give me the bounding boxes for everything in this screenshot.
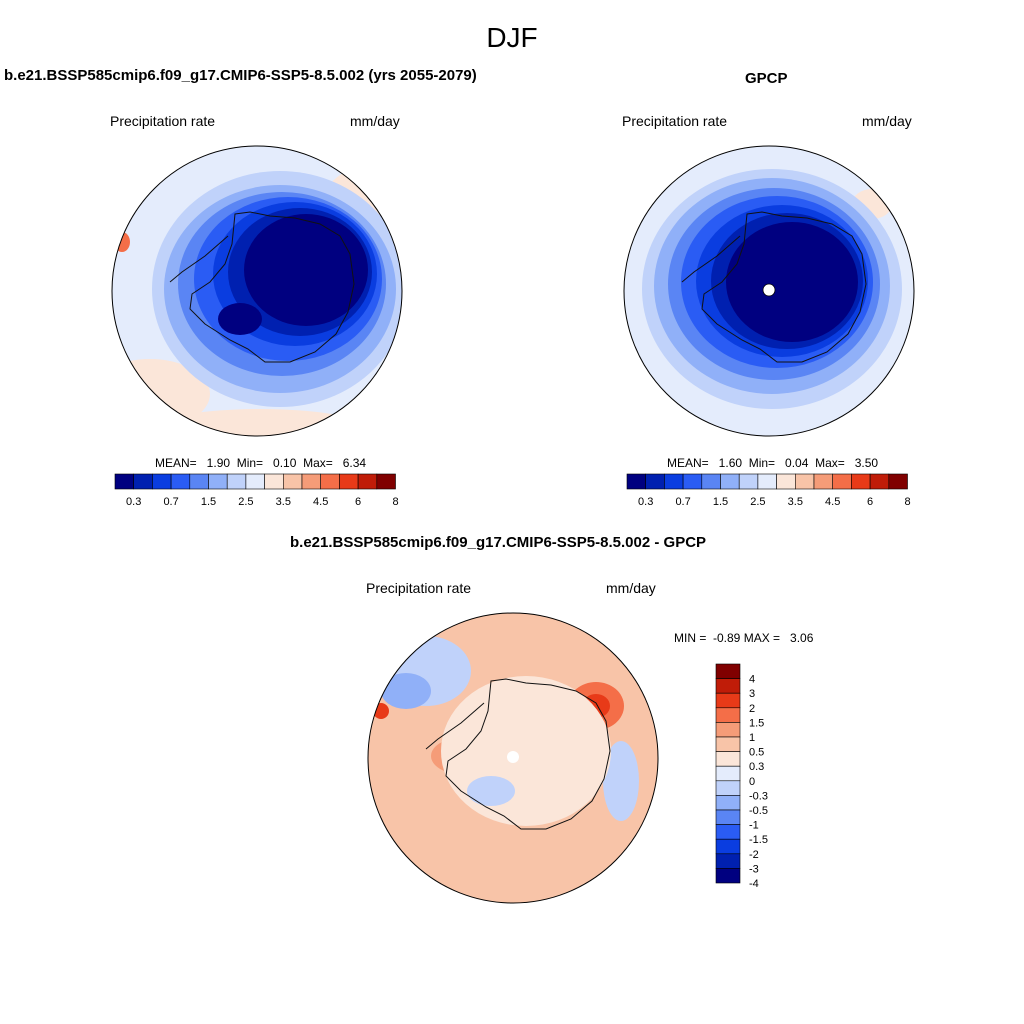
model-colorbar-label: 1.5 bbox=[201, 496, 216, 508]
model-colorbar-label: 0.3 bbox=[126, 496, 141, 508]
obs-colorbar: 0.3 0.7 1.5 2.5 3.5 4.5 6 8 bbox=[626, 473, 911, 508]
diff-colorbar-box bbox=[715, 838, 741, 855]
diff-colorbar-box bbox=[715, 824, 741, 840]
model-colorbar-box bbox=[357, 473, 378, 490]
obs-colorbar-box bbox=[813, 473, 834, 490]
season-title: DJF bbox=[486, 22, 538, 53]
model-colorbar-box bbox=[283, 473, 303, 490]
diff-colorbar-label: 2 bbox=[749, 703, 755, 715]
diff-colorbar-box bbox=[715, 722, 741, 738]
diff-colorbar-label: -3 bbox=[749, 863, 759, 875]
diff-colorbar-label: 0 bbox=[749, 776, 755, 788]
diff-colorbar-box bbox=[715, 678, 741, 694]
obs-colorbar-label: 6 bbox=[867, 496, 873, 508]
model-colorbar: 0.3 0.7 1.5 2.5 3.5 4.5 6 8 bbox=[114, 473, 399, 508]
model-panel-title: b.e21.BSSP585cmip6.f09_g17.CMIP6-SSP5-8.… bbox=[4, 67, 477, 84]
obs-panel-title: GPCP bbox=[745, 70, 788, 87]
model-colorbar-box bbox=[114, 473, 135, 490]
obs-units-label: mm/day bbox=[862, 113, 912, 129]
diff-panel-title: b.e21.BSSP585cmip6.f09_g17.CMIP6-SSP5-8.… bbox=[290, 534, 707, 551]
diff-colorbar-label: 0.5 bbox=[749, 747, 764, 759]
diff-coastline bbox=[445, 678, 611, 830]
model-colorbar-label: 0.7 bbox=[163, 496, 178, 508]
diff-colorbar-box bbox=[715, 663, 741, 679]
model-colorbar-box bbox=[133, 473, 153, 490]
model-colorbar-box bbox=[376, 473, 396, 490]
obs-colorbar-label: 3.5 bbox=[788, 496, 803, 508]
model-colorbar-box bbox=[152, 473, 172, 490]
diff-colorbar-box bbox=[715, 780, 741, 796]
obs-colorbar-box bbox=[832, 473, 852, 490]
diff-variable-label: Precipitation rate bbox=[366, 580, 472, 596]
diff-colorbar-box bbox=[715, 751, 741, 767]
obs-colorbar-box bbox=[888, 473, 908, 490]
diff-polar-map bbox=[367, 612, 659, 904]
obs-variable-label: Precipitation rate bbox=[622, 113, 728, 129]
model-colorbar-box bbox=[208, 473, 228, 490]
diff-colorbar-label: -1.5 bbox=[749, 834, 768, 846]
model-colorbar-box bbox=[189, 473, 209, 490]
obs-polar-map bbox=[623, 145, 915, 437]
model-stats: MEAN= 1.90 Min= 0.10 Max= 6.34 bbox=[155, 456, 367, 470]
obs-coastline bbox=[701, 211, 867, 363]
obs-colorbar-box bbox=[869, 473, 890, 490]
model-colorbar-label: 4.5 bbox=[313, 496, 328, 508]
diff-colorbar-label: -4 bbox=[749, 878, 759, 890]
model-variable-label: Precipitation rate bbox=[110, 113, 216, 129]
diff-colorbar-label: 1.5 bbox=[749, 717, 764, 729]
diff-colorbar-box bbox=[715, 692, 741, 709]
model-units-label: mm/day bbox=[350, 113, 400, 129]
diff-colorbar-box bbox=[715, 707, 741, 723]
model-coastline bbox=[189, 211, 355, 363]
model-colorbar-box bbox=[226, 473, 247, 490]
diff-colorbar-label: -2 bbox=[749, 849, 759, 861]
diff-colorbar-label: -0.3 bbox=[749, 790, 768, 802]
obs-colorbar-label: 1.5 bbox=[713, 496, 728, 508]
model-colorbar-label: 8 bbox=[392, 496, 398, 508]
model-colorbar-box bbox=[170, 473, 191, 490]
obs-colorbar-box bbox=[738, 473, 759, 490]
model-colorbar-box bbox=[320, 473, 340, 490]
model-colorbar-box bbox=[264, 473, 284, 490]
diff-colorbar-box bbox=[715, 765, 741, 782]
obs-colorbar-label: 2.5 bbox=[750, 496, 765, 508]
obs-colorbar-box bbox=[776, 473, 796, 490]
diff-stats: MIN = -0.89 MAX = 3.06 bbox=[674, 631, 814, 645]
obs-colorbar-label: 4.5 bbox=[825, 496, 840, 508]
diff-colorbar: 4 3 2 1.5 1 0.5 0.3 0 -0.3 -0.5 -1 -1.5 -2 -3 -4 bbox=[715, 663, 768, 890]
diff-colorbar-box bbox=[715, 736, 741, 752]
diff-colorbar-label: -1 bbox=[749, 820, 759, 832]
obs-colorbar-box bbox=[720, 473, 740, 490]
obs-colorbar-box bbox=[701, 473, 721, 490]
diff-colorbar-label: 0.3 bbox=[749, 761, 764, 773]
diff-colorbar-label: 1 bbox=[749, 732, 755, 744]
obs-colorbar-box bbox=[851, 473, 871, 490]
model-polar-map bbox=[111, 145, 403, 437]
obs-colorbar-box bbox=[664, 473, 684, 490]
diff-colorbar-box bbox=[715, 868, 741, 884]
diff-colorbar-box bbox=[715, 809, 741, 825]
obs-colorbar-label: 8 bbox=[904, 496, 910, 508]
obs-colorbar-box bbox=[757, 473, 777, 490]
model-colorbar-label: 3.5 bbox=[276, 496, 291, 508]
obs-colorbar-box bbox=[645, 473, 665, 490]
obs-colorbar-box bbox=[795, 473, 815, 490]
diff-colorbar-label: -0.5 bbox=[749, 805, 768, 817]
obs-stats: MEAN= 1.60 Min= 0.04 Max= 3.50 bbox=[667, 456, 879, 470]
diff-units-label: mm/day bbox=[606, 580, 656, 596]
diff-colorbar-label: 3 bbox=[749, 688, 755, 700]
diff-colorbar-box bbox=[715, 853, 741, 869]
obs-colorbar-label: 0.3 bbox=[638, 496, 653, 508]
obs-colorbar-box bbox=[626, 473, 647, 490]
model-colorbar-box bbox=[245, 473, 265, 490]
obs-colorbar-box bbox=[682, 473, 703, 490]
model-colorbar-box bbox=[301, 473, 322, 490]
diff-colorbar-box bbox=[715, 795, 741, 811]
diff-colorbar-label: 4 bbox=[749, 674, 755, 686]
model-colorbar-label: 2.5 bbox=[238, 496, 253, 508]
model-colorbar-box bbox=[339, 473, 359, 490]
obs-colorbar-label: 0.7 bbox=[675, 496, 690, 508]
model-colorbar-label: 6 bbox=[355, 496, 361, 508]
